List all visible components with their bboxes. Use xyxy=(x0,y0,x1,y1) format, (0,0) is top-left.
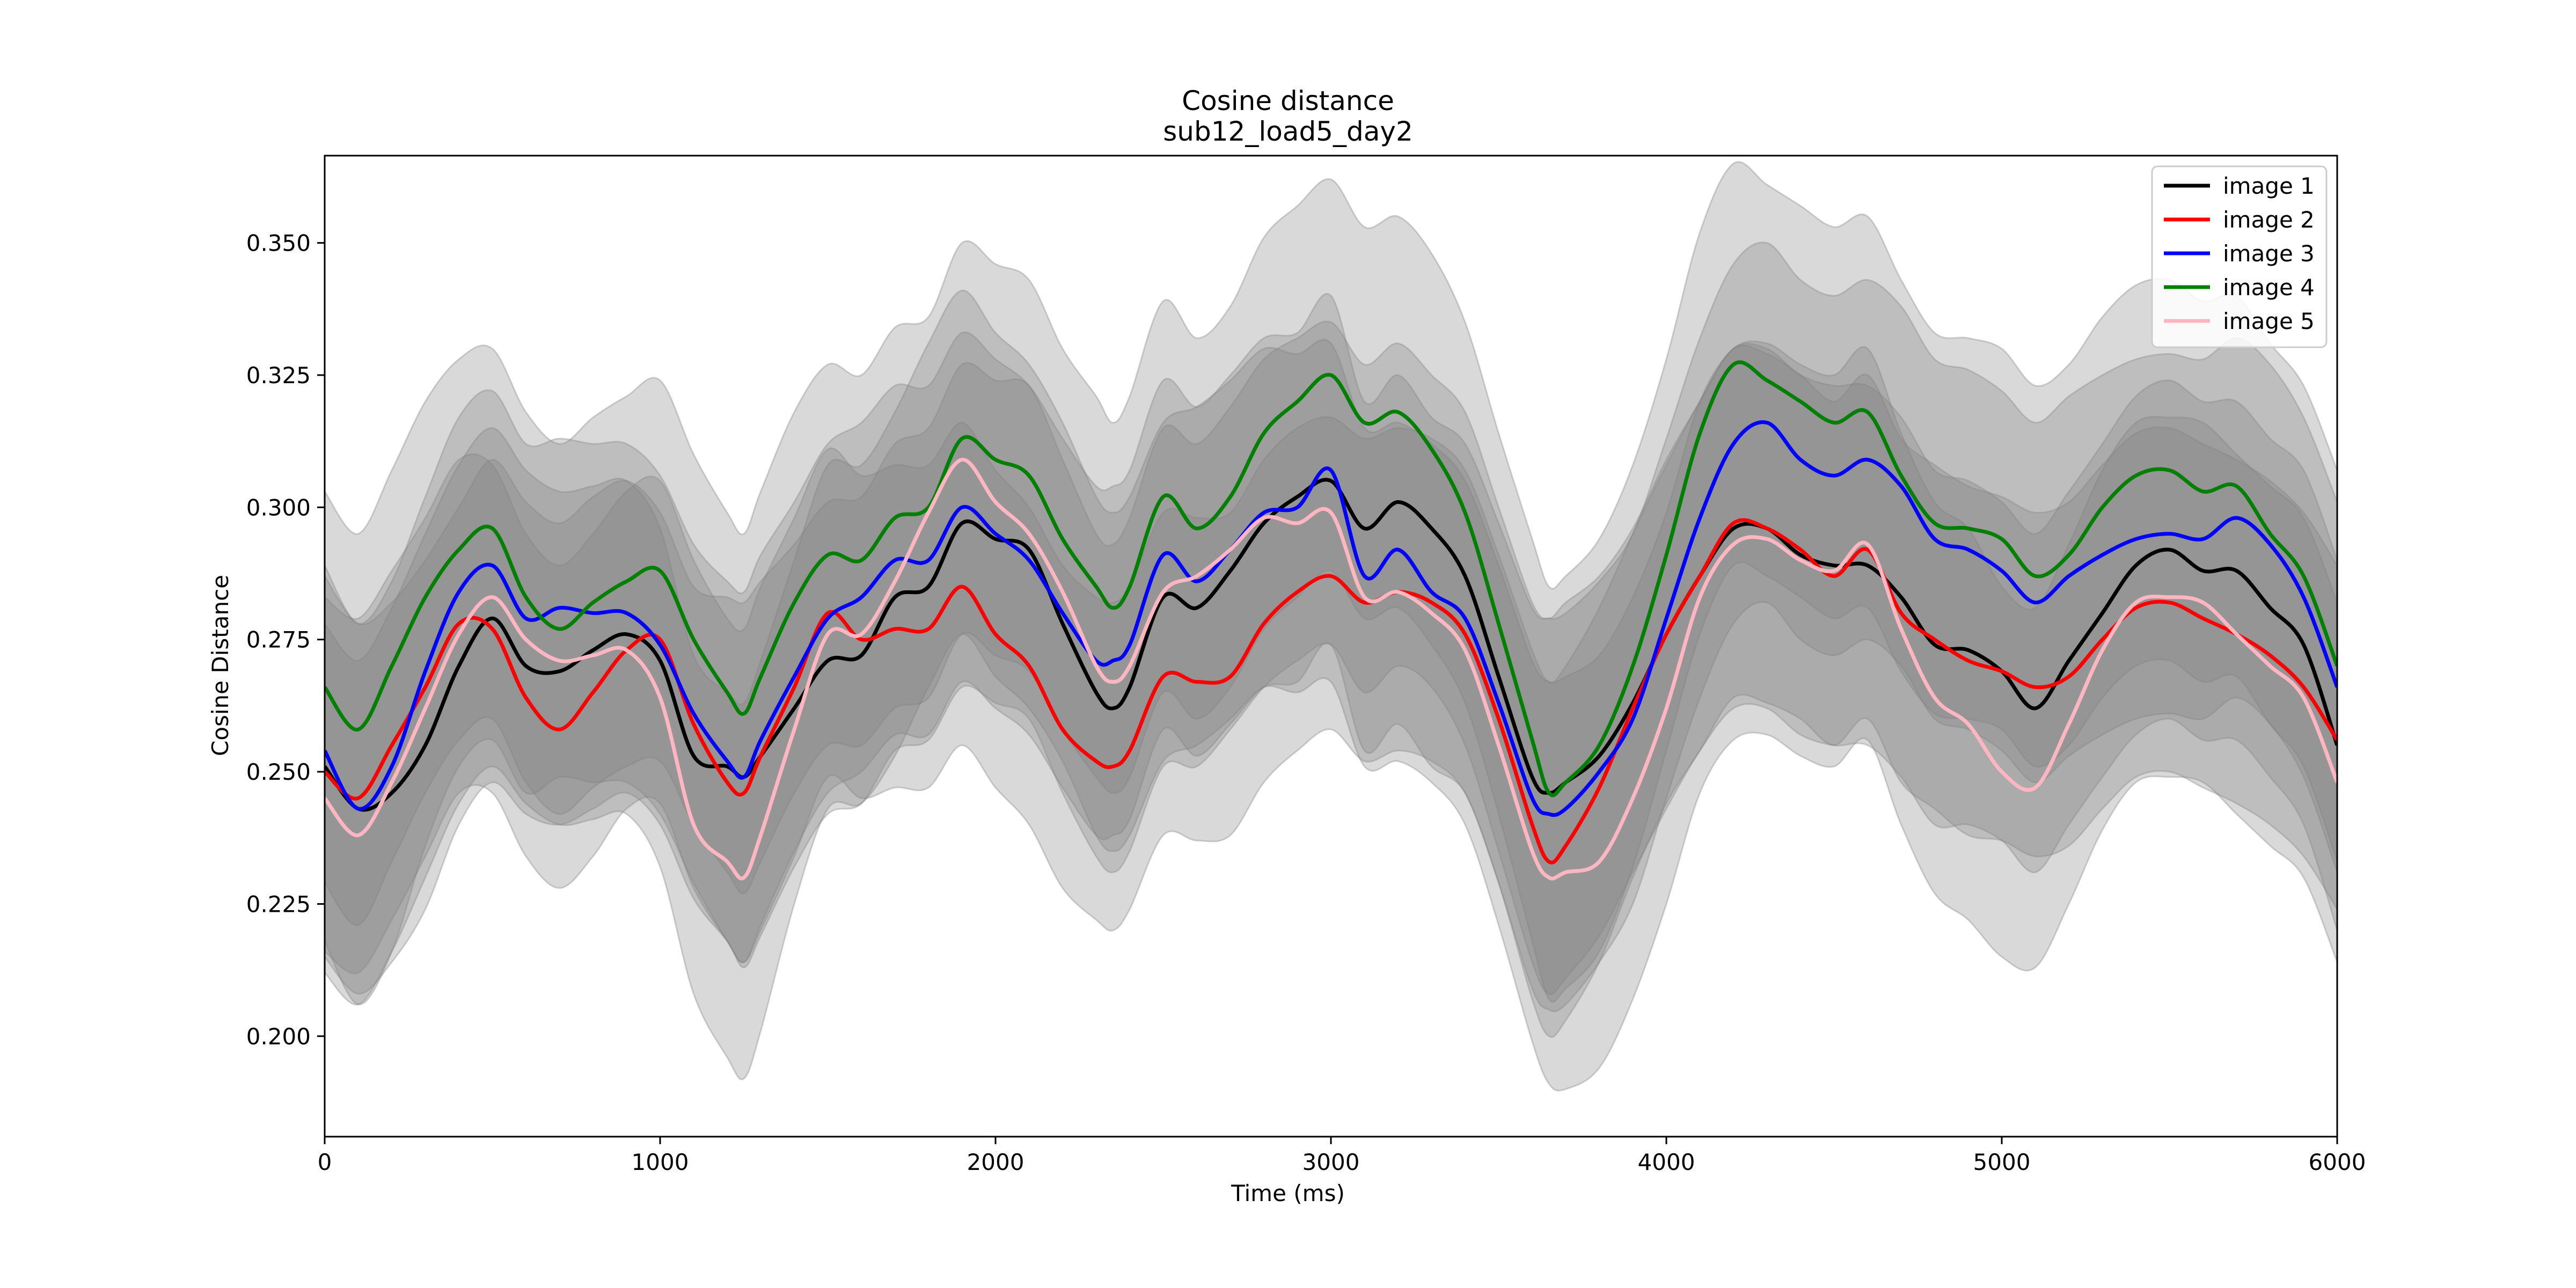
legend-label-image-1: image 1 xyxy=(2223,173,2315,199)
y-tick-label: 0.200 xyxy=(246,1023,311,1050)
x-tick-label: 2000 xyxy=(967,1149,1024,1175)
y-tick-label: 0.225 xyxy=(246,891,311,917)
legend-label-image-2: image 2 xyxy=(2223,207,2315,233)
chart-subtitle: sub12_load5_day2 xyxy=(1163,116,1413,147)
chart-title: Cosine distance xyxy=(1182,85,1394,116)
axes: 0 1000 2000 3000 4000 5000 6000 0.200 0.225 0.250… xyxy=(246,155,2366,1175)
band-image-1 xyxy=(325,320,2337,996)
band-image-2 xyxy=(325,345,2337,1038)
confidence-bands xyxy=(325,161,2337,1092)
legend-box xyxy=(2151,165,2328,348)
series-lines xyxy=(325,360,2337,881)
band-image-5 xyxy=(325,289,2337,1092)
y-tick-label: 0.325 xyxy=(246,362,311,389)
legend-label-image-5: image 5 xyxy=(2223,308,2315,334)
line-image-2 xyxy=(325,518,2337,865)
band-image-4 xyxy=(325,161,2337,1003)
y-tick-label: 0.350 xyxy=(246,230,311,257)
x-tick-label: 1000 xyxy=(632,1149,689,1175)
y-tick-label: 0.300 xyxy=(246,494,311,521)
x-axis-label: Time (ms) xyxy=(1231,1180,1345,1206)
x-tick-label: 6000 xyxy=(2309,1149,2366,1175)
legend-label-image-4: image 4 xyxy=(2223,274,2315,301)
y-tick-label: 0.275 xyxy=(246,627,311,653)
line-image-4 xyxy=(325,360,2337,797)
y-tick-label: 0.250 xyxy=(246,759,311,785)
line-image-5 xyxy=(325,458,2337,881)
legend-label-image-3: image 3 xyxy=(2223,240,2315,267)
legend: image 1 image 2 image 3 image 4 image 5 xyxy=(2151,165,2328,348)
x-tick-label: 4000 xyxy=(1638,1149,1695,1175)
y-axis-label: Cosine Distance xyxy=(207,575,233,756)
band-image-3 xyxy=(325,241,2337,1012)
line-image-3 xyxy=(325,420,2337,817)
x-tick-label: 3000 xyxy=(1302,1149,1360,1175)
x-tick-label: 5000 xyxy=(1973,1149,2031,1175)
x-tick-label: 0 xyxy=(318,1149,332,1175)
